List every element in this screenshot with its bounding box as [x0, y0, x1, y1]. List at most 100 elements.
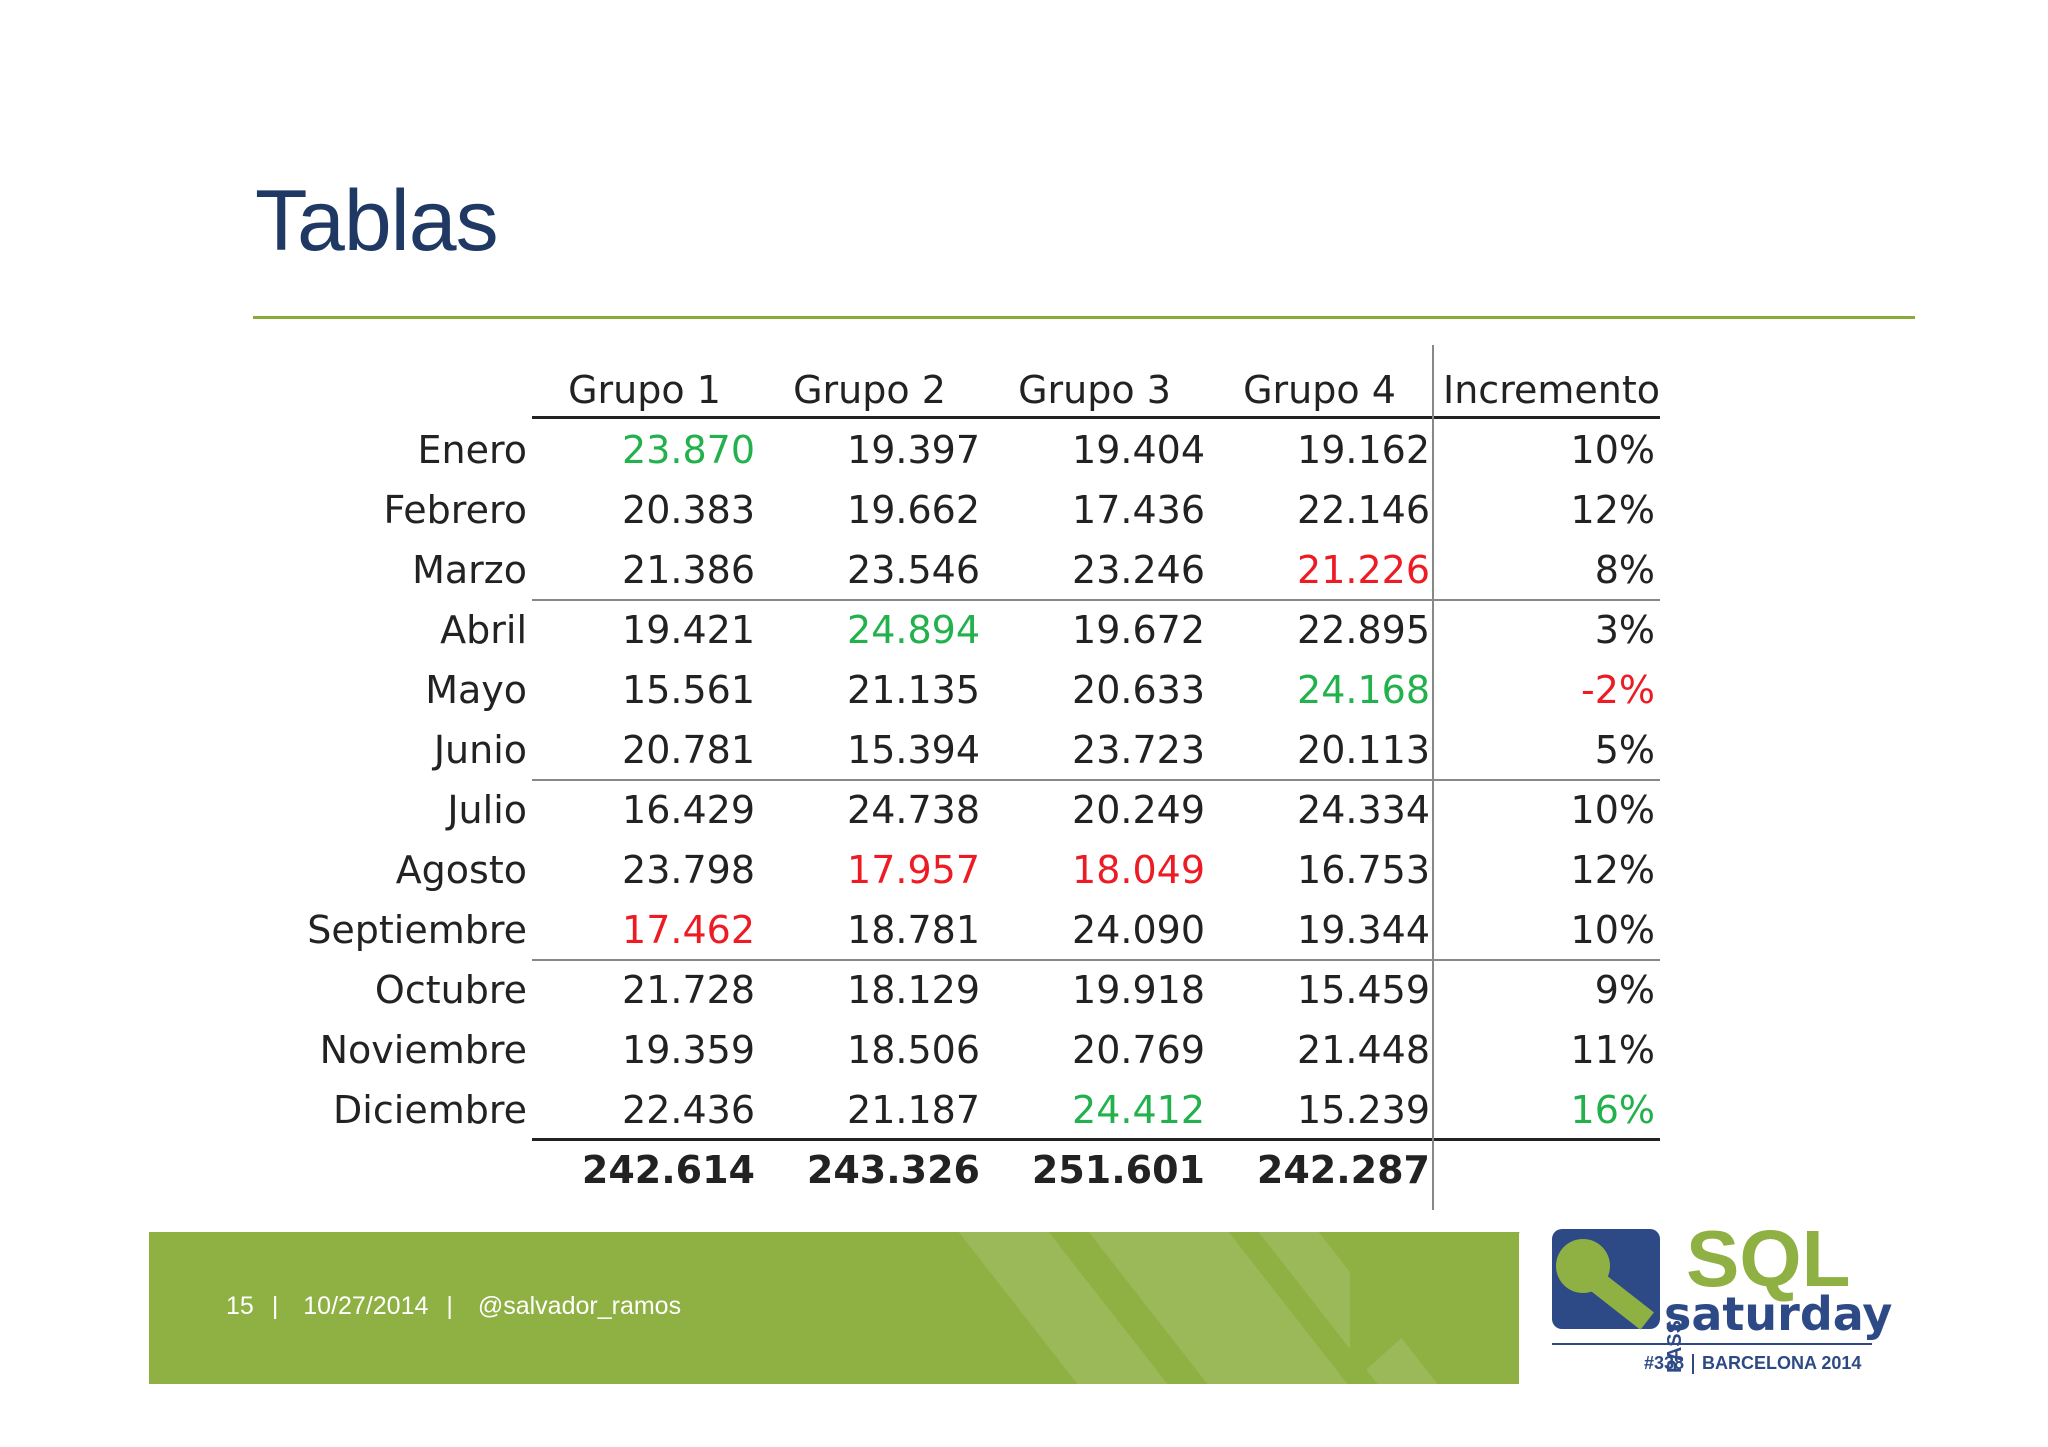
header-incremento: Incremento	[1443, 368, 1660, 412]
table-total-row: 242.614 243.326 251.601 242.287	[300, 1140, 1670, 1200]
incremento-cell: -2%	[1581, 668, 1655, 712]
value-cell: 17.436	[1072, 488, 1205, 532]
value-cell: 21.728	[622, 968, 755, 1012]
key-icon	[1552, 1229, 1660, 1330]
month-label: Marzo	[412, 548, 527, 592]
value-cell: 24.168	[1297, 668, 1430, 712]
footer-band	[149, 1232, 1519, 1384]
value-cell: 19.344	[1297, 908, 1430, 952]
value-cell: 21.135	[847, 668, 980, 712]
table-row: Junio 20.781 15.394 23.723 20.113 5%	[300, 720, 1670, 780]
incremento-cell: 12%	[1570, 848, 1655, 892]
value-cell: 17.957	[847, 848, 980, 892]
value-cell: 24.334	[1297, 788, 1430, 832]
header-grupo-4: Grupo 4	[1243, 368, 1396, 412]
incremento-cell: 9%	[1594, 968, 1655, 1012]
title-divider	[253, 316, 1915, 319]
incremento-cell: 8%	[1594, 548, 1655, 592]
value-cell: 20.781	[622, 728, 755, 772]
month-label: Febrero	[383, 488, 527, 532]
month-label: Octubre	[374, 968, 527, 1012]
value-cell: 22.436	[622, 1088, 755, 1132]
incremento-cell: 10%	[1570, 908, 1655, 952]
value-cell: 20.633	[1072, 668, 1205, 712]
incremento-cell: 10%	[1570, 788, 1655, 832]
table-rule	[532, 959, 1660, 961]
value-cell: 18.506	[847, 1028, 980, 1072]
value-cell: 19.672	[1072, 608, 1205, 652]
value-cell: 24.738	[847, 788, 980, 832]
page-number: 15	[226, 1292, 254, 1320]
footer-info: 15 | 10/27/2014 | @salvador_ramos	[226, 1292, 699, 1321]
table-row: Septiembre 17.462 18.781 24.090 19.344 10%	[300, 900, 1670, 960]
incremento-cell: 5%	[1594, 728, 1655, 772]
logo-event: #338 BARCELONA 2014	[1644, 1353, 1862, 1375]
value-cell: 23.246	[1072, 548, 1205, 592]
table-row: Diciembre 22.436 21.187 24.412 15.239 16%	[300, 1080, 1670, 1140]
value-cell: 21.226	[1297, 548, 1430, 592]
value-cell: 22.895	[1297, 608, 1430, 652]
value-cell: 15.561	[622, 668, 755, 712]
month-label: Enero	[417, 428, 527, 472]
value-cell: 16.753	[1297, 848, 1430, 892]
value-cell: 15.239	[1297, 1088, 1430, 1132]
value-cell: 22.146	[1297, 488, 1430, 532]
table-rule	[532, 1138, 1660, 1141]
table-column-divider	[1432, 345, 1434, 1210]
value-cell: 23.870	[622, 428, 755, 472]
value-cell: 17.462	[622, 908, 755, 952]
data-table: Grupo 1 Grupo 2 Grupo 3 Grupo 4 Incremen…	[300, 345, 1670, 1210]
month-label: Diciembre	[333, 1088, 527, 1132]
value-cell: 19.662	[847, 488, 980, 532]
value-cell: 20.113	[1297, 728, 1430, 772]
value-cell: 21.448	[1297, 1028, 1430, 1072]
footer-separator: |	[271, 1292, 279, 1320]
value-cell: 19.404	[1072, 428, 1205, 472]
value-cell: 23.546	[847, 548, 980, 592]
table-row: Abril 19.421 24.894 19.672 22.895 3%	[300, 600, 1670, 660]
header-grupo-1: Grupo 1	[568, 368, 721, 412]
value-cell: 16.429	[622, 788, 755, 832]
month-label: Septiembre	[307, 908, 527, 952]
total-grupo-4: 242.287	[1256, 1148, 1430, 1192]
value-cell: 20.383	[622, 488, 755, 532]
value-cell: 21.187	[847, 1088, 980, 1132]
incremento-cell: 3%	[1594, 608, 1655, 652]
value-cell: 18.049	[1072, 848, 1205, 892]
slide-title: Tablas	[255, 173, 499, 269]
month-label: Julio	[447, 788, 527, 832]
table-row: Octubre 21.728 18.129 19.918 15.459 9%	[300, 960, 1670, 1020]
footer-date: 10/27/2014	[303, 1292, 429, 1320]
value-cell: 19.359	[622, 1028, 755, 1072]
table-row: Agosto 23.798 17.957 18.049 16.753 12%	[300, 840, 1670, 900]
value-cell: 19.421	[622, 608, 755, 652]
event-place: BARCELONA 2014	[1702, 1353, 1862, 1373]
value-cell: 20.769	[1072, 1028, 1205, 1072]
table-rule	[532, 416, 1660, 419]
footer-separator: |	[446, 1292, 453, 1320]
incremento-cell: 10%	[1570, 428, 1655, 472]
month-label: Abril	[440, 608, 527, 652]
incremento-cell: 11%	[1570, 1028, 1655, 1072]
value-cell: 18.129	[847, 968, 980, 1012]
table-row: Febrero 20.383 19.662 17.436 22.146 12%	[300, 480, 1670, 540]
value-cell: 20.249	[1072, 788, 1205, 832]
table-row: Marzo 21.386 23.546 23.246 21.226 8%	[300, 540, 1670, 600]
value-cell: 24.894	[847, 608, 980, 652]
table-row: Mayo 15.561 21.135 20.633 24.168 -2%	[300, 660, 1670, 720]
value-cell: 21.386	[622, 548, 755, 592]
month-label: Mayo	[425, 668, 527, 712]
total-grupo-2: 243.326	[806, 1148, 980, 1192]
value-cell: 24.090	[1072, 908, 1205, 952]
logo-saturday: saturday	[1664, 1287, 1893, 1341]
value-cell: 23.798	[622, 848, 755, 892]
table-header-row: Grupo 1 Grupo 2 Grupo 3 Grupo 4 Incremen…	[300, 360, 1670, 420]
table-rule	[532, 599, 1660, 601]
table-row: Noviembre 19.359 18.506 20.769 21.448 11%	[300, 1020, 1670, 1080]
value-cell: 15.459	[1297, 968, 1430, 1012]
logo-sql: SQL	[1686, 1214, 1851, 1303]
month-label: Agosto	[395, 848, 527, 892]
incremento-cell: 12%	[1570, 488, 1655, 532]
value-cell: 19.397	[847, 428, 980, 472]
footer-handle: @salvador_ramos	[477, 1292, 682, 1320]
